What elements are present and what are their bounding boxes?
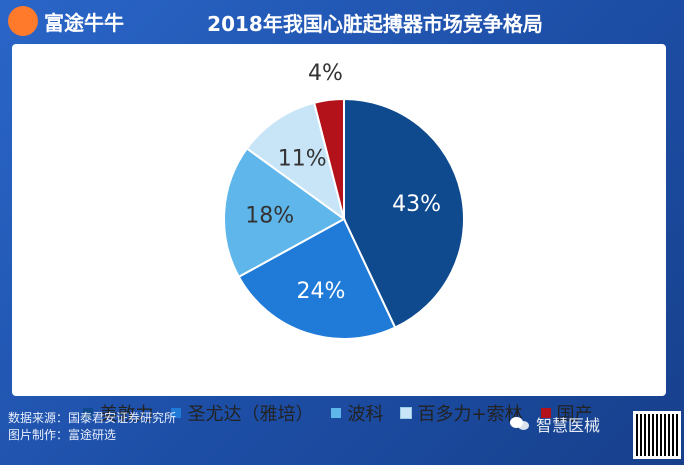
legend-label-0: 美敦力	[99, 404, 154, 425]
pie-chart: 43% 24% 18% 11% 4%	[223, 61, 465, 340]
legend-label-4: 国产	[556, 404, 593, 425]
legend-swatch-0	[83, 408, 94, 418]
pie-label-1: 24%	[297, 279, 346, 304]
legend-item-0: 美敦力	[83, 400, 153, 426]
brand-name: 富途牛牛	[44, 10, 124, 35]
legend-label-2: 波科	[347, 404, 384, 425]
pie-slice-1	[237, 217, 397, 340]
pie-slice-0	[343, 97, 465, 329]
header: 富途牛牛 2018年我国心脏起搏器市场竞争格局	[0, 0, 684, 42]
legend-swatch-1	[171, 408, 182, 418]
legend-swatch-2	[331, 408, 342, 418]
legend-item-4: 国产	[540, 400, 593, 426]
pie-label-4: 4%	[308, 61, 343, 86]
brand-logo-icon	[8, 6, 38, 36]
footer: 数据来源：国泰君安证券研究所 图片制作：富途研选	[8, 410, 176, 444]
legend-item-1: 圣尤达（雅培）	[171, 400, 313, 426]
watermark: 智慧医械	[510, 412, 600, 436]
pie-slice-2	[223, 147, 346, 279]
legend-label-3: 百多力+索林	[417, 404, 523, 425]
qr-code-icon	[633, 411, 681, 459]
wechat-icon	[510, 416, 530, 432]
pie-label-2: 18%	[245, 203, 294, 228]
source-text: 数据来源：国泰君安证券研究所	[8, 411, 177, 425]
legend: 美敦力 圣尤达（雅培） 波科 百多力+索林 国产	[18, 398, 658, 428]
legend-swatch-4	[540, 408, 551, 418]
chart-title: 2018年我国心脏起搏器市场竞争格局	[207, 12, 543, 36]
pie-label-0: 43%	[392, 192, 441, 217]
watermark-label: 智慧医械	[536, 416, 601, 435]
chart-panel: 43% 24% 18% 11% 4% 美敦力 圣尤达（雅培） 波科 百多力+索林 国产	[12, 44, 666, 425]
pie-label-3: 11%	[278, 146, 327, 171]
legend-label-1: 圣尤达（雅培）	[187, 404, 314, 425]
pie-slice-3	[245, 101, 346, 222]
made-by-text: 图片制作：富途研选	[8, 428, 117, 442]
legend-swatch-3	[400, 407, 413, 419]
pie-slice-4	[312, 97, 345, 220]
legend-item-3: 百多力+索林	[400, 400, 523, 426]
legend-item-2: 波科	[331, 400, 383, 426]
brand-logo: 富途牛牛	[8, 5, 124, 37]
